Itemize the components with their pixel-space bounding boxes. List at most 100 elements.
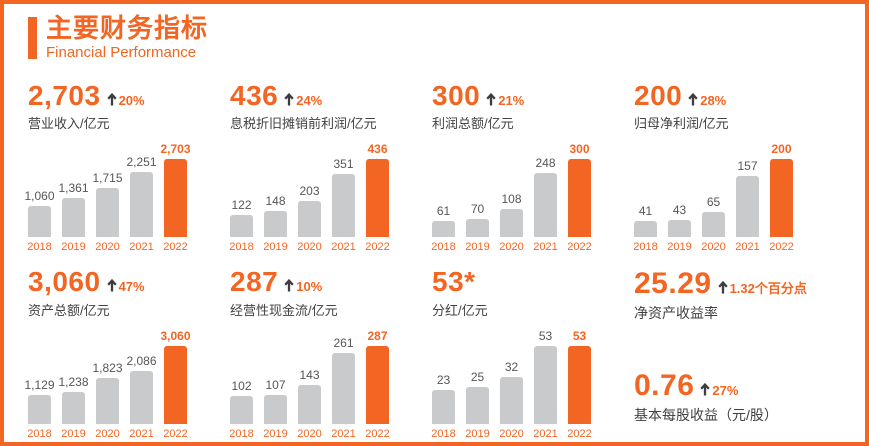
bar-value-label: 43 (672, 203, 687, 218)
year-label: 2018 (27, 241, 52, 254)
bar (668, 220, 691, 238)
bar-group-2021: 351 2021 (331, 157, 355, 253)
bar-group-2018: 1,129 2018 (24, 378, 54, 440)
year-label: 2021 (129, 428, 154, 441)
bar (634, 221, 657, 238)
chart-ebitda: 436 24% 息税折旧摊销前利润/亿元 122 2018 148 2019 203 2020 3… (229, 80, 432, 254)
bar-group-2019: 25 2019 (465, 370, 490, 441)
bar-value-label: 436 (367, 142, 388, 157)
chart-label: 经营性现金流/亿元 (230, 303, 338, 319)
bar-group-2019: 107 2019 (263, 378, 287, 440)
year-label: 2021 (533, 241, 558, 254)
chart-label: 利润总额/亿元 (432, 116, 514, 132)
bar-group-2018: 102 2018 (229, 379, 254, 441)
bar-group-2021: 2,251 2021 (126, 155, 156, 254)
year-label: 2018 (431, 428, 456, 441)
bar-group-2021: 157 2021 (735, 159, 760, 254)
year-label: 2022 (163, 241, 188, 254)
charts-row-2: 3,060 47% 资产总额/亿元 1,129 2018 1,238 2019 1,823 20… (24, 266, 849, 441)
year-label: 2019 (667, 241, 692, 254)
bar-value-label: 61 (436, 204, 451, 219)
up-arrow-icon (486, 92, 496, 106)
bar-group-2020: 143 2020 (297, 368, 321, 440)
page-subtitle: Financial Performance (46, 43, 197, 61)
year-label: 2018 (431, 241, 456, 254)
year-label: 2021 (331, 428, 356, 441)
chart-delta: 28% (688, 92, 726, 108)
bar (366, 346, 389, 425)
year-label: 2022 (365, 241, 390, 254)
bar-group-2022: 53 2022 (567, 329, 591, 440)
bar (164, 346, 187, 425)
up-arrow-icon (106, 92, 117, 106)
bar-value-label: 200 (771, 142, 792, 157)
bar-group-2020: 203 2020 (297, 184, 321, 253)
chart-delta-text: 21% (498, 92, 525, 108)
bar (298, 201, 321, 238)
chart-total-assets: 3,060 47% 资产总额/亿元 1,129 2018 1,238 2019 1,823 20… (24, 266, 230, 441)
bar (432, 390, 455, 425)
year-label: 2018 (229, 428, 254, 441)
metric-return-on-equity: 25.29 1.32个百分点 净资产收益率 (634, 267, 836, 323)
year-label: 2020 (95, 241, 120, 254)
bar-value-label: 1,238 (58, 375, 89, 390)
bar-value-label: 2,251 (126, 155, 157, 170)
metric-headline: 0.76 27% (634, 369, 836, 402)
bar-value-label: 1,361 (58, 181, 89, 196)
bar-value-label: 2,086 (126, 354, 157, 369)
bar-chart: 61 2018 70 2019 108 2020 248 2021 300 2022 (431, 142, 634, 254)
bar (28, 206, 51, 238)
page-title: 主要财务指标 (46, 13, 209, 43)
bar-chart: 1,060 2018 1,361 2019 1,715 2020 2,251 2021 2,70… (24, 142, 230, 254)
bar-chart: 1,129 2018 1,238 2019 1,823 2020 2,086 2021 3,06… (24, 329, 230, 441)
bar (736, 176, 759, 238)
bar-value-label: 122 (231, 198, 252, 213)
year-label: 2018 (633, 241, 658, 254)
bar-group-2018: 61 2018 (431, 204, 456, 254)
year-label: 2021 (735, 241, 760, 254)
up-arrow-icon (717, 280, 728, 294)
chart-delta-text: 28% (700, 92, 727, 108)
year-label: 2021 (533, 428, 558, 441)
chart-revenue: 2,703 20% 营业收入/亿元 1,060 2018 1,361 2019 1,715 20… (24, 80, 230, 254)
bar-value-label: 41 (638, 204, 653, 219)
bar-group-2019: 43 2019 (667, 203, 692, 254)
bar-group-2019: 1,238 2019 (58, 375, 88, 440)
bar (568, 346, 591, 425)
bar (702, 212, 725, 238)
chart-headline: 436 24% (230, 80, 432, 112)
bar-group-2022: 200 2022 (769, 142, 793, 253)
bar-group-2018: 41 2018 (633, 204, 658, 254)
chart-headline-value: 3,060 (28, 266, 101, 298)
bar-value-label: 108 (501, 192, 522, 207)
chart-delta: 20% (106, 92, 145, 108)
metrics-column: 25.29 1.32个百分点 净资产收益率 0.76 27% 基本每股收益（ (634, 267, 836, 440)
bar (500, 377, 523, 425)
bar (466, 387, 489, 425)
chart-label: 分红/亿元 (432, 303, 488, 319)
metric-value: 25.29 (634, 267, 712, 301)
chart-headline-value: 300 (432, 79, 481, 111)
bar-value-label: 3,060 (160, 329, 191, 344)
bar (332, 353, 355, 425)
metric-delta-text: 1.32个百分点 (729, 281, 807, 297)
metric-basic-eps: 0.76 27% 基本每股收益（元/股） (634, 369, 836, 425)
year-label: 2019 (465, 241, 490, 254)
bar (264, 395, 287, 425)
title-text-block: 主要财务指标 Financial Performance (46, 14, 208, 61)
year-label: 2018 (229, 241, 254, 254)
bar (332, 174, 355, 238)
bar-group-2019: 70 2019 (465, 202, 490, 254)
chart-headline: 2,703 20% (28, 80, 230, 112)
bar-value-label: 1,823 (92, 361, 123, 376)
bar-group-2022: 287 2022 (365, 329, 389, 440)
chart-label: 息税折旧摊销前利润/亿元 (230, 116, 377, 132)
year-label: 2021 (129, 241, 154, 254)
chart-delta: 47% (106, 278, 145, 294)
bar (96, 188, 119, 238)
bar-value-label: 25 (470, 370, 485, 385)
bar-value-label: 1,060 (24, 189, 55, 204)
year-label: 2019 (465, 428, 490, 441)
chart-label: 资产总额/亿元 (28, 303, 110, 319)
